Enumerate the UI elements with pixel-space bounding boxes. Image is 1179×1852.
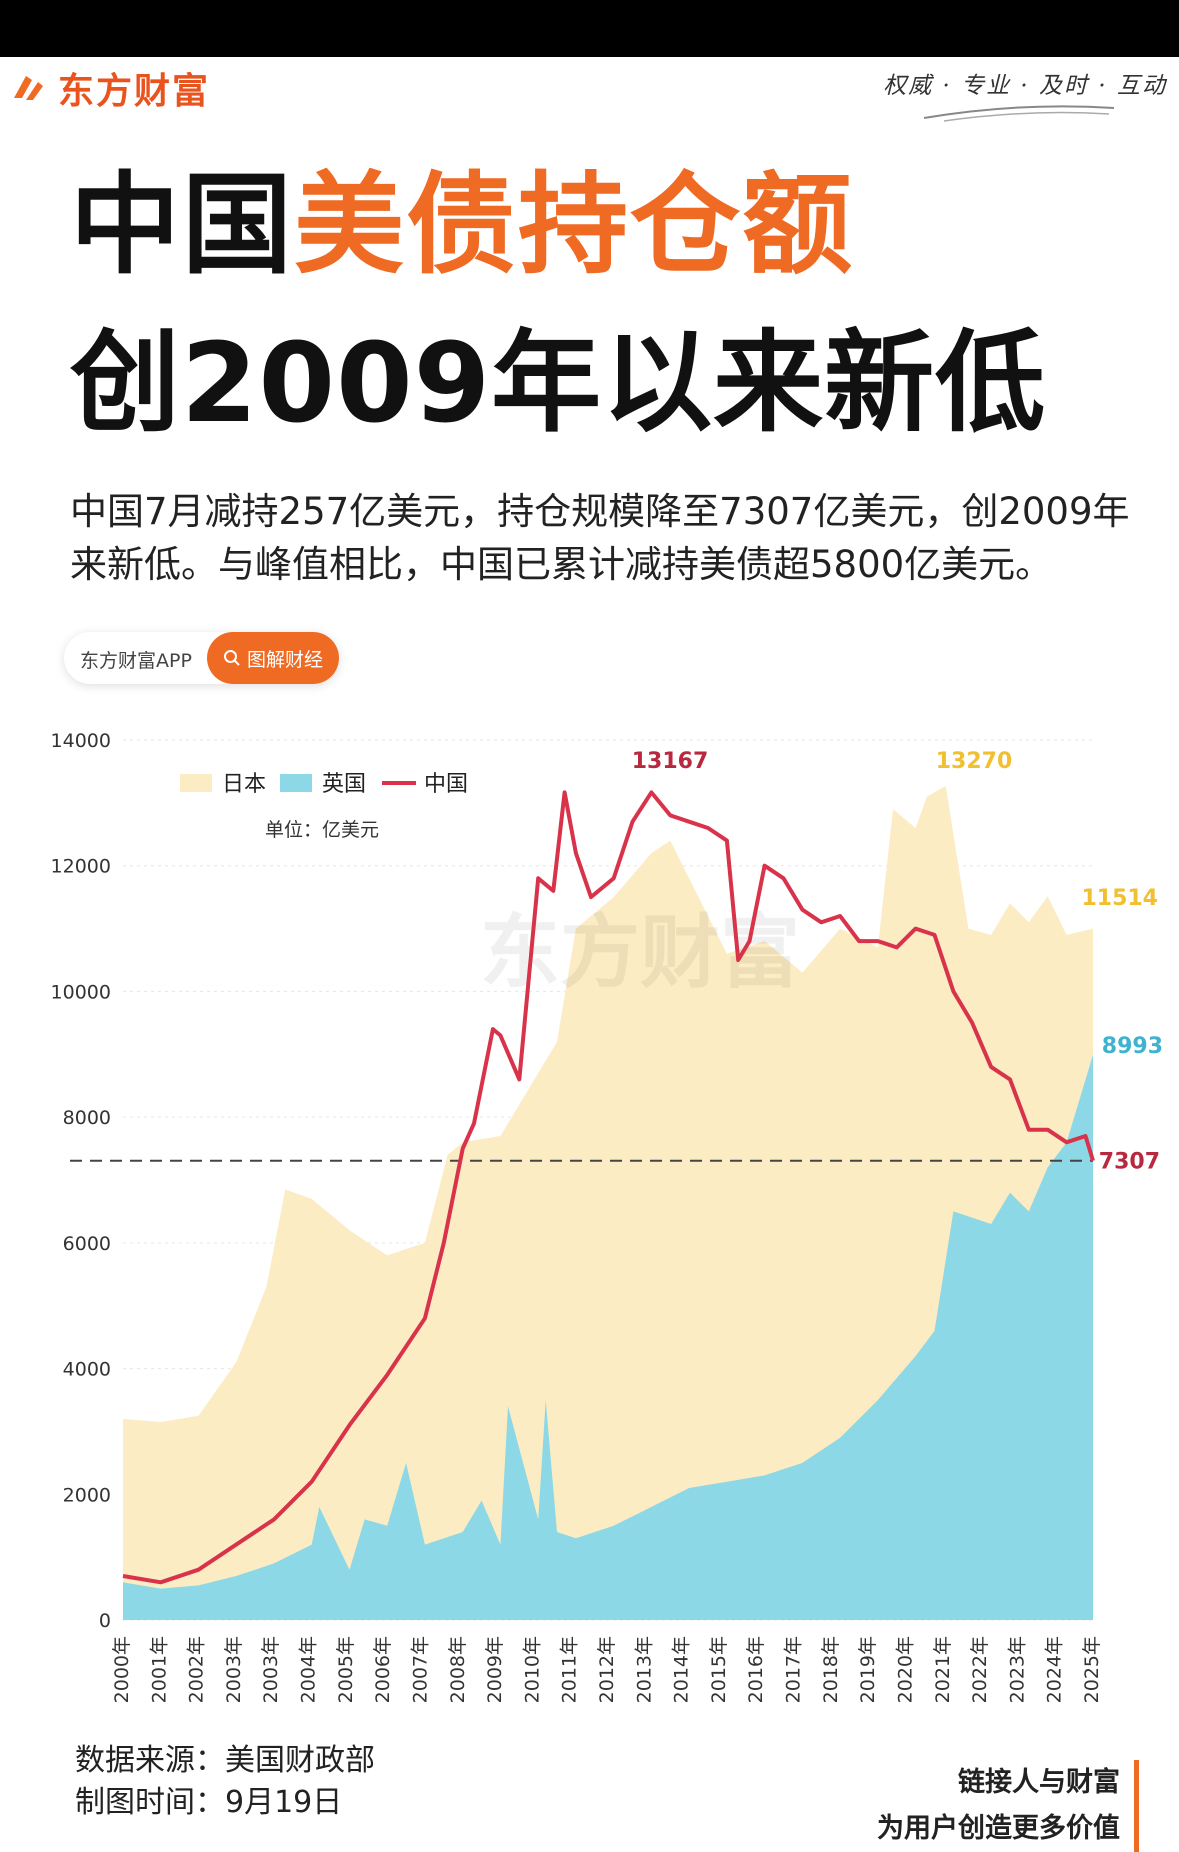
y-tick-label: 14000: [51, 730, 111, 752]
brand-header: 东方财富: [8, 66, 210, 112]
x-tick-label: 2016年: [745, 1636, 767, 1703]
x-tick-label: 2018年: [820, 1636, 842, 1703]
status-bar: [0, 0, 1179, 57]
graphic-finance-button[interactable]: 图解财经: [207, 632, 339, 684]
headline-line2: 创2009年以来新低: [70, 319, 1047, 447]
app-tag-label: 东方财富APP: [80, 650, 192, 672]
annotation-china-latest: 7307: [1099, 1150, 1160, 1175]
legend-japan-swatch: [180, 774, 212, 792]
x-tick-label: 2006年: [372, 1636, 394, 1703]
x-tick-label: 2011年: [559, 1636, 581, 1703]
x-tick-label: 2005年: [335, 1636, 357, 1703]
legend-japan-label: 日本: [222, 772, 266, 797]
graphic-finance-label: 图解财经: [246, 648, 323, 671]
x-tick-label: 2003年: [223, 1636, 245, 1703]
x-tick-label: 2001年: [148, 1636, 170, 1703]
y-tick-label: 8000: [63, 1107, 111, 1129]
headline-line1: 中国美债持仓额: [70, 160, 854, 290]
x-tick-label: 2024年: [1044, 1636, 1066, 1703]
series-uk-area: [123, 1054, 1093, 1620]
brand-logo-icon: [14, 76, 43, 100]
footer-promo: 链接人与财富 为用户创造更多价值: [877, 1760, 1139, 1852]
summary-text: 中国7月减持257亿美元，持仓规模降至7307亿美元，创2009年来新低。与峰值…: [70, 490, 1130, 586]
legend-china-label: 中国: [424, 772, 468, 797]
x-tick-label: 2002年: [186, 1636, 208, 1703]
data-source: 数据来源：美国财政部: [75, 1743, 375, 1778]
headline-country: 中国: [70, 161, 294, 289]
x-tick-label: 2000年: [111, 1636, 133, 1703]
app-tag[interactable]: 东方财富APP 图解财经: [64, 632, 339, 684]
y-tick-label: 0: [99, 1610, 111, 1632]
x-tick-label: 2007年: [409, 1636, 431, 1703]
y-tick-label: 4000: [63, 1359, 111, 1381]
slogan: 权威 · 专业 · 及时 · 互动: [883, 73, 1167, 99]
x-tick-label: 2013年: [633, 1636, 655, 1703]
x-tick-label: 2015年: [708, 1636, 730, 1703]
treasury-holdings-chart: 02000400060008000100001200014000东方财富2000…: [51, 730, 1163, 1703]
headline-highlight: 美债持仓额: [294, 161, 854, 289]
x-tick-label: 2014年: [671, 1636, 693, 1703]
x-tick-label: 2025年: [1081, 1636, 1103, 1703]
x-tick-label: 2012年: [596, 1636, 618, 1703]
x-tick-label: 2010年: [521, 1636, 543, 1703]
y-tick-label: 6000: [63, 1233, 111, 1255]
x-tick-label: 2003年: [260, 1636, 282, 1703]
brand-name: 东方财富: [58, 71, 211, 112]
series-china-line: [122, 790, 1095, 1585]
y-tick-label: 2000: [63, 1484, 111, 1506]
y-tick-label: 12000: [51, 856, 111, 878]
x-tick-label: 2020年: [894, 1636, 916, 1703]
annotation-uk-latest: 8993: [1102, 1034, 1163, 1059]
search-icon: [223, 650, 240, 666]
legend-uk-label: 英国: [322, 772, 366, 797]
annotation-japan-latest: 11514: [1081, 886, 1158, 911]
legend-uk-swatch: [280, 774, 312, 792]
x-tick-label: 2008年: [447, 1636, 469, 1703]
unit-label: 单位：亿美元: [265, 819, 379, 841]
footer-source: 数据来源：美国财政部 制图时间：9月19日: [75, 1740, 375, 1824]
promo-line1: 链接人与财富: [958, 1767, 1120, 1798]
x-tick-label: 2019年: [857, 1636, 879, 1703]
y-tick-label: 10000: [51, 981, 111, 1003]
x-tick-label: 2009年: [484, 1636, 506, 1703]
x-tick-label: 2017年: [783, 1636, 805, 1703]
slogan-swoosh-icon: [923, 105, 1115, 122]
x-tick-label: 2023年: [1006, 1636, 1028, 1703]
annotation-china-peak: 13167: [632, 749, 709, 774]
x-tick-label: 2021年: [932, 1636, 954, 1703]
annotation-japan-peak: 13270: [936, 749, 1013, 774]
series-japan-area: [123, 785, 1093, 1620]
chart-date: 制图时间：9月19日: [75, 1785, 343, 1820]
x-tick-label: 2004年: [298, 1636, 320, 1703]
promo-line2: 为用户创造更多价值: [877, 1813, 1120, 1844]
x-tick-label: 2022年: [969, 1636, 991, 1703]
